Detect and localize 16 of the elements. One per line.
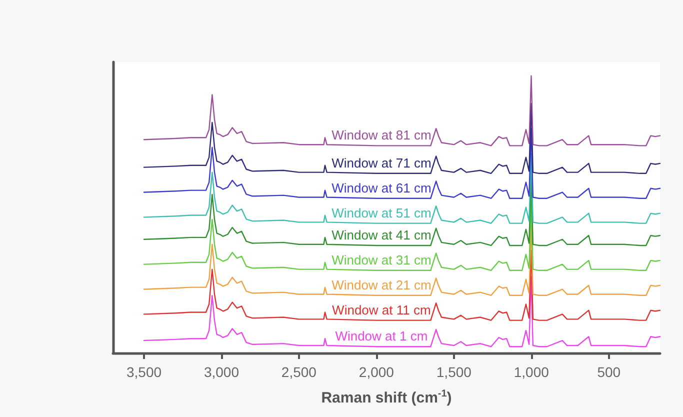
series-label: Window at 71 cm	[332, 155, 432, 170]
series-label: Window at 51 cm	[332, 205, 432, 220]
series-label: Window at 31 cm	[332, 252, 432, 268]
x-tick-label: 1,000	[514, 364, 550, 380]
x-tick-label: 3,000	[204, 364, 240, 380]
series-label: Window at 41 cm	[332, 227, 432, 242]
x-tick-label: 3,500	[126, 364, 162, 380]
x-tick-label: 2,500	[281, 364, 317, 380]
x-tick-label: 2,000	[358, 364, 394, 380]
x-tick-label: 500	[597, 364, 621, 380]
series-label: Window at 11 cm	[332, 302, 431, 318]
series-label: Window at 81 cm	[332, 128, 432, 143]
series-label: Window at 21 cm	[332, 277, 432, 292]
x-tick-label: 1,500	[436, 364, 472, 380]
series-label: Window at 61 cm	[332, 180, 432, 196]
series-label: Window at 1 cm	[335, 328, 428, 344]
